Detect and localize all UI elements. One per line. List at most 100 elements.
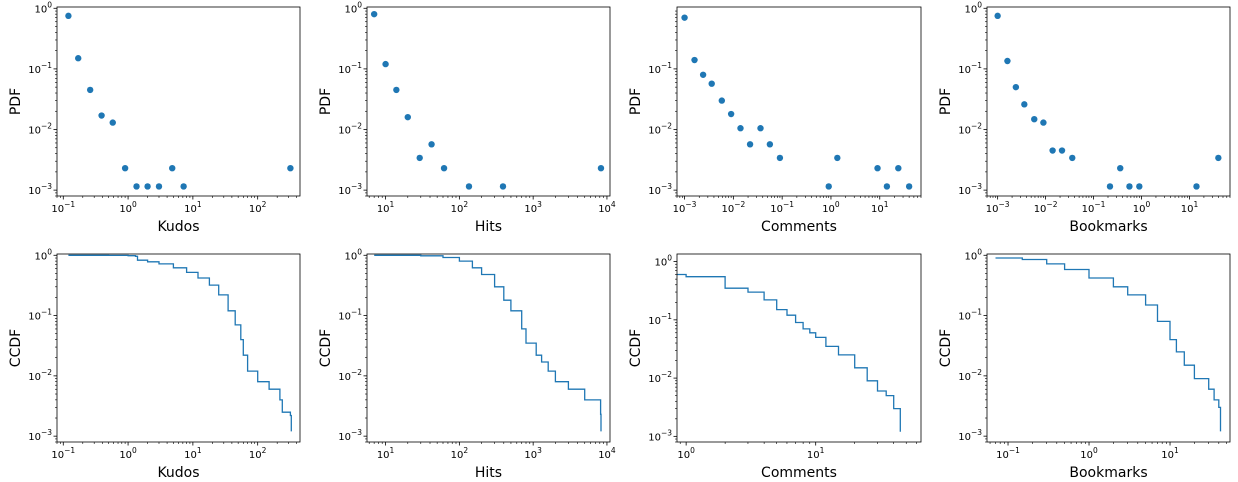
x-tick-label: 101 [1161,446,1179,461]
data-point [121,165,129,172]
y-tick-label-base: 10 [958,372,971,383]
data-point [1069,154,1076,162]
y-tick-label-base: 10 [28,126,41,137]
data-point [883,183,891,190]
x-tick-label-base: 10 [1082,204,1095,215]
x-tick-label: 101 [184,446,202,461]
plot-area [994,12,1222,190]
x-tick-label-base: 10 [1181,204,1194,215]
x-axis-label: Bookmarks [1069,465,1147,481]
y-tick-label: 10−3 [28,428,52,443]
x-axis-label: Kudos [157,465,199,481]
x-tick-label: 100 [1080,446,1098,461]
y-tick-label: 100 [964,0,982,15]
data-point [776,154,784,162]
y-tick-label-exponent: −2 [661,370,672,379]
data-point [766,141,774,148]
y-tick-label: 10−2 [338,122,362,137]
plot-area [681,14,913,190]
x-tick-label-base: 10 [807,450,820,461]
data-point [874,165,881,172]
x-tick-label: 10−1 [51,200,75,215]
x-tick-label: 101 [871,200,889,215]
ccdf-line [995,257,1222,432]
data-point [98,112,105,119]
y-tick-label-exponent: 0 [357,0,362,9]
data-point [75,55,82,62]
y-tick-label-exponent: −1 [971,308,982,317]
y-tick-label-base: 10 [338,186,351,197]
axes-frame [986,6,1231,197]
data-point [428,141,435,148]
x-axis-label: Comments [761,465,837,481]
y-tick-label-base: 10 [958,186,971,197]
x-tick-label-base: 10 [598,450,611,461]
x-tick-label-base: 10 [119,450,132,461]
y-tick-label: 10−3 [648,428,672,443]
x-tick-label: 102 [249,446,267,461]
y-tick-label-base: 10 [34,4,47,15]
y-tick-label: 10−1 [648,312,672,327]
y-tick-label-exponent: −2 [971,122,982,131]
x-tick-label-base: 10 [524,204,537,215]
axes-frame [986,253,1231,443]
y-tick-label-base: 10 [648,186,661,197]
x-tick-label: 102 [249,200,267,215]
x-tick-label-base: 10 [51,204,64,215]
y-tick-label-exponent: −2 [41,122,52,131]
data-point [737,125,744,132]
x-tick-label-base: 10 [1034,204,1047,215]
data-point [404,113,411,121]
y-axis-label: PDF [628,88,644,115]
x-tick-label-exponent: 1 [197,446,202,455]
data-point [86,86,94,94]
ccdf-line [68,254,292,432]
x-tick-label: 10−3 [986,200,1010,215]
x-tick-label: 100 [1133,200,1151,215]
data-point [155,183,163,190]
data-point [144,183,151,190]
data-point [691,56,698,64]
axes-frame [56,6,301,197]
x-tick-label: 100 [677,446,695,461]
y-tick-label-base: 10 [28,65,41,76]
x-tick-label-exponent: 1 [884,200,889,209]
axes-frame [366,253,611,443]
x-tick-label-base: 10 [451,450,464,461]
y-tick-label-exponent: −2 [661,122,672,131]
x-tick-label-base: 10 [451,204,464,215]
y-tick-label-exponent: −1 [351,308,362,317]
y-tick-label-exponent: 0 [357,247,362,256]
data-point [65,12,72,20]
y-tick-label-exponent: −3 [971,182,982,191]
y-axis-label: CCDF [628,329,644,367]
y-tick-label-exponent: −2 [351,368,362,377]
y-tick-label-exponent: −1 [351,61,362,70]
y-tick-label-exponent: −2 [351,122,362,131]
x-tick-label-exponent: 1 [197,200,202,209]
y-tick-label: 10−1 [338,308,362,323]
x-tick-label-exponent: 0 [1145,200,1150,209]
y-tick-label-exponent: −1 [41,61,52,70]
x-tick-label: 100 [119,446,137,461]
x-tick-label-exponent: −2 [1046,200,1057,209]
y-tick-label-base: 10 [958,432,971,443]
x-tick-label: 101 [377,446,395,461]
axes-frame [366,6,611,197]
data-point [382,60,389,68]
x-tick-label-exponent: 2 [463,446,468,455]
y-tick-label-base: 10 [648,316,661,327]
data-point [1004,57,1011,65]
x-tick-label-exponent: −1 [64,200,75,209]
y-tick-label-base: 10 [338,432,351,443]
y-tick-label: 10−3 [338,428,362,443]
y-tick-label-base: 10 [648,374,661,385]
y-tick-label: 10−1 [28,308,52,323]
y-axis-label: CCDF [938,329,954,367]
y-tick-label-base: 10 [28,432,41,443]
data-point [180,183,187,190]
y-tick-label-exponent: −3 [661,428,672,437]
